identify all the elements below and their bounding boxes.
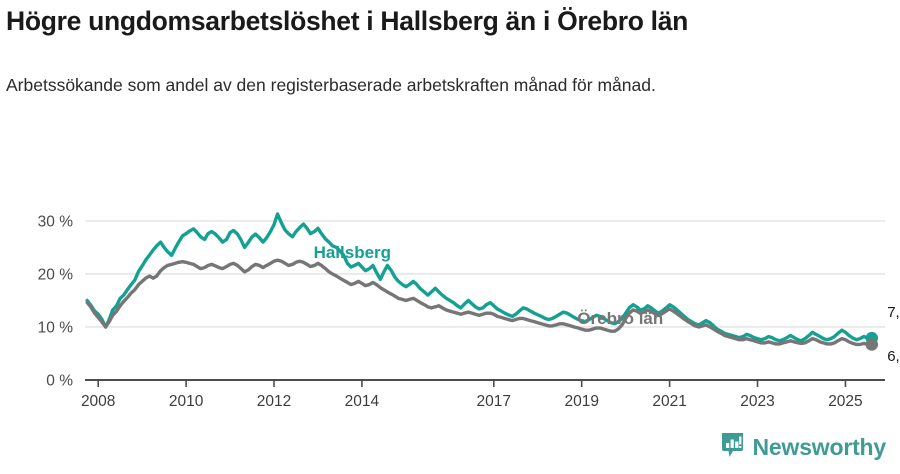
series-line--rebro-l-n (85, 258, 870, 347)
gridlines-group (85, 220, 885, 381)
x-axis-tick-label: 2019 (564, 393, 598, 410)
bar-chart-bubble-icon (720, 431, 745, 464)
x-axis-tick-label: 2021 (652, 393, 686, 410)
orebro-inline-label: Örebro län (577, 309, 663, 328)
x-axis-tick-label: 2023 (740, 393, 774, 410)
x-axis-tick-label: 2008 (81, 393, 115, 410)
y-axis-tick-label: 20 % (38, 266, 74, 283)
hallsberg-inline-label: Hallsberg (314, 243, 391, 262)
orebro-end-value: 6,7 % (887, 348, 900, 365)
y-axis-tick-label: 30 % (38, 213, 74, 230)
y-axis-tick-label: 10 % (38, 319, 74, 336)
end-marker-dot (865, 338, 879, 351)
x-axis-tick-label: 2010 (169, 393, 204, 410)
y-axis-tick-label: 0 % (46, 373, 73, 390)
line-chart-svg: 0 % 10 % 20 % 30 % 2008 2010 2012 2014 2017 2019… (38, 212, 900, 410)
x-axis-group: 2008 2010 2012 2014 2017 2019 2021 2023 2025 (81, 380, 863, 410)
x-axis-tick-label: 2014 (345, 393, 380, 410)
annotations-group: Hallsberg Örebro län 7,9 % 6,7 % (314, 243, 900, 365)
x-axis-tick-label: 2012 (257, 393, 291, 410)
series-line-hallsberg (85, 212, 870, 343)
newsworthy-brand[interactable]: Newsworthy (720, 431, 886, 464)
series-lines-group (85, 212, 870, 347)
y-axis-ticks-group: 0 % 10 % 20 % 30 % (38, 213, 74, 389)
x-axis-tick-label: 2025 (828, 393, 862, 410)
chart-subtitle: Arbetssökande som andel av den registerb… (6, 75, 656, 95)
x-axis-tick-label: 2017 (477, 393, 511, 410)
chart-plot-area: 0 % 10 % 20 % 30 % 2008 2010 2012 2014 2017 2019… (0, 150, 900, 420)
hallsberg-end-value: 7,9 % (887, 304, 900, 321)
end-markers-group (865, 331, 879, 351)
brand-name-label: Newsworthy (752, 434, 887, 460)
page-title: Högre ungdomsarbetslöshet i Hallsberg än… (6, 6, 689, 36)
